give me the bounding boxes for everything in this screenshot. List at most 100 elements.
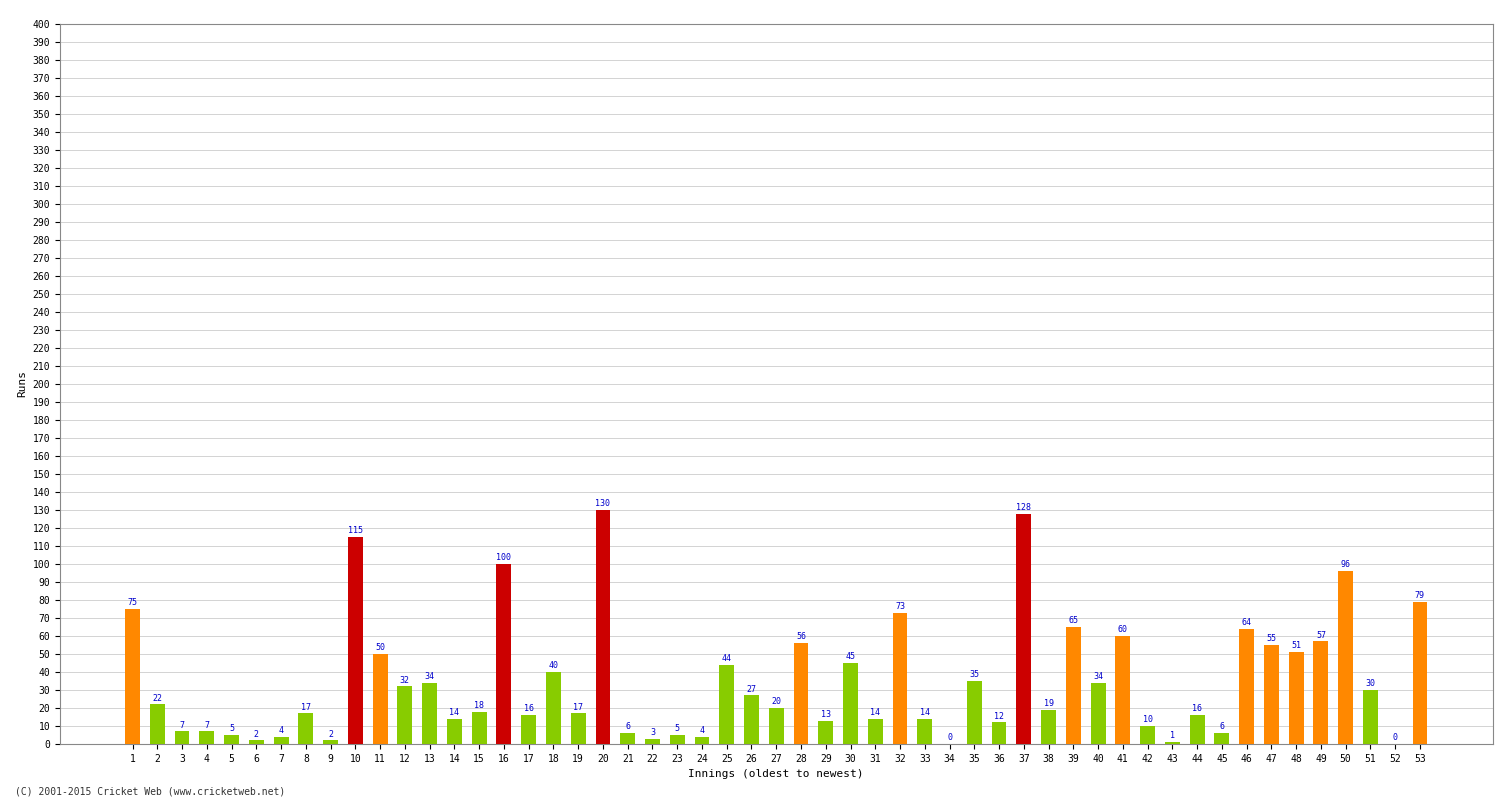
Bar: [1364, 690, 1378, 744]
Text: 0: 0: [946, 733, 952, 742]
X-axis label: Innings (oldest to newest): Innings (oldest to newest): [688, 770, 864, 779]
Bar: [1090, 682, 1106, 744]
Text: 14: 14: [450, 708, 459, 717]
Text: 130: 130: [596, 499, 610, 508]
Bar: [1314, 642, 1329, 744]
Text: 57: 57: [1316, 630, 1326, 639]
Text: 44: 44: [722, 654, 732, 663]
Text: 32: 32: [400, 675, 410, 685]
Bar: [770, 708, 783, 744]
Bar: [868, 718, 882, 744]
Text: (C) 2001-2015 Cricket Web (www.cricketweb.net): (C) 2001-2015 Cricket Web (www.cricketwe…: [15, 786, 285, 796]
Text: 35: 35: [969, 670, 980, 679]
Bar: [918, 718, 932, 744]
Text: 5: 5: [230, 724, 234, 733]
Text: 73: 73: [896, 602, 904, 610]
Bar: [1166, 742, 1180, 744]
Bar: [398, 686, 412, 744]
Text: 16: 16: [1192, 704, 1202, 714]
Bar: [471, 712, 486, 744]
Bar: [1017, 514, 1032, 744]
Text: 14: 14: [870, 708, 880, 717]
Bar: [1190, 715, 1204, 744]
Bar: [546, 672, 561, 744]
Bar: [1140, 726, 1155, 744]
Text: 79: 79: [1414, 591, 1425, 600]
Bar: [1041, 710, 1056, 744]
Bar: [819, 721, 833, 744]
Text: 64: 64: [1242, 618, 1251, 627]
Bar: [1116, 636, 1131, 744]
Text: 65: 65: [1068, 616, 1078, 626]
Bar: [794, 643, 808, 744]
Text: 6: 6: [626, 722, 630, 731]
Bar: [174, 731, 189, 744]
Bar: [744, 695, 759, 744]
Bar: [720, 665, 734, 744]
Text: 1: 1: [1170, 731, 1174, 741]
Bar: [1066, 627, 1082, 744]
Text: 4: 4: [699, 726, 705, 735]
Bar: [572, 714, 585, 744]
Bar: [1413, 602, 1428, 744]
Text: 128: 128: [1017, 502, 1032, 512]
Bar: [249, 741, 264, 744]
Bar: [621, 733, 634, 744]
Bar: [645, 738, 660, 744]
Bar: [224, 735, 238, 744]
Bar: [992, 722, 1006, 744]
Bar: [670, 735, 684, 744]
Text: 20: 20: [771, 697, 782, 706]
Bar: [892, 613, 908, 744]
Text: 0: 0: [1392, 733, 1398, 742]
Text: 10: 10: [1143, 715, 1152, 724]
Bar: [1215, 733, 1230, 744]
Y-axis label: Runs: Runs: [16, 370, 27, 398]
Text: 50: 50: [375, 643, 386, 652]
Bar: [322, 741, 338, 744]
Bar: [124, 609, 140, 744]
Text: 30: 30: [1365, 679, 1376, 688]
Bar: [596, 510, 610, 744]
Bar: [1239, 629, 1254, 744]
Text: 13: 13: [821, 710, 831, 718]
Text: 55: 55: [1266, 634, 1276, 643]
Text: 18: 18: [474, 701, 484, 710]
Text: 12: 12: [994, 712, 1004, 721]
Text: 34: 34: [424, 672, 435, 681]
Bar: [348, 537, 363, 744]
Text: 17: 17: [573, 702, 584, 712]
Text: 96: 96: [1341, 560, 1350, 570]
Text: 2: 2: [328, 730, 333, 738]
Bar: [298, 714, 314, 744]
Bar: [496, 564, 512, 744]
Text: 4: 4: [279, 726, 284, 735]
Text: 51: 51: [1292, 642, 1300, 650]
Text: 5: 5: [675, 724, 680, 733]
Bar: [200, 731, 214, 744]
Text: 75: 75: [128, 598, 138, 607]
Text: 22: 22: [153, 694, 162, 702]
Bar: [447, 718, 462, 744]
Text: 14: 14: [920, 708, 930, 717]
Text: 3: 3: [650, 728, 656, 737]
Bar: [1338, 571, 1353, 744]
Text: 40: 40: [549, 661, 558, 670]
Text: 27: 27: [747, 685, 756, 694]
Bar: [273, 737, 288, 744]
Text: 6: 6: [1220, 722, 1224, 731]
Bar: [694, 737, 709, 744]
Text: 17: 17: [302, 702, 310, 712]
Text: 19: 19: [1044, 699, 1053, 708]
Text: 100: 100: [496, 553, 512, 562]
Bar: [1264, 645, 1280, 744]
Bar: [150, 704, 165, 744]
Text: 7: 7: [204, 721, 210, 730]
Text: 16: 16: [524, 704, 534, 714]
Text: 7: 7: [180, 721, 184, 730]
Bar: [372, 654, 387, 744]
Bar: [520, 715, 536, 744]
Text: 2: 2: [254, 730, 260, 738]
Bar: [968, 681, 981, 744]
Bar: [843, 663, 858, 744]
